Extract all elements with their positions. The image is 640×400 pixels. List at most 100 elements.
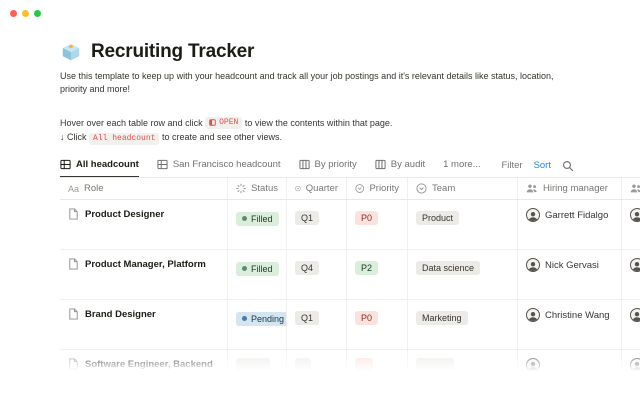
cell-team[interactable]: Marketing	[408, 300, 518, 349]
cell-team[interactable]: Product	[408, 200, 518, 249]
page-instructions: Hover over each table row and click OPEN…	[60, 116, 600, 145]
cell-quarter[interactable]: Q4	[287, 250, 347, 299]
tab-all-headcount[interactable]: All headcount	[60, 154, 139, 177]
column-header-priority[interactable]: Priority	[347, 178, 408, 199]
team-pill	[416, 358, 454, 372]
cell-extra-person[interactable]	[622, 200, 640, 249]
cell-priority[interactable]: P2	[347, 250, 408, 299]
select-property-icon	[416, 183, 427, 194]
open-page-icon	[209, 119, 216, 126]
row-title[interactable]: Brand Designer	[85, 308, 156, 320]
window-controls	[10, 10, 41, 17]
cell-hiring-manager[interactable]: Christine Wang	[518, 300, 622, 349]
page-icon	[69, 308, 78, 320]
team-pill: Data science	[416, 261, 481, 275]
cell-quarter[interactable]: Q1	[287, 300, 347, 349]
status-property-icon	[236, 183, 246, 194]
column-header-extra-person[interactable]	[622, 178, 640, 199]
table-row: Product Manager, Platform Filled Q4 P2 D…	[60, 250, 640, 300]
filter-button[interactable]: Filter	[501, 160, 523, 171]
avatar	[630, 358, 640, 372]
cell-extra-person[interactable]	[622, 350, 640, 399]
column-header-hiring-manager[interactable]: Hiring manager	[518, 178, 622, 199]
status-dot-icon	[242, 266, 247, 271]
row-title[interactable]: Software Engineer, Backend	[85, 358, 213, 370]
avatar	[630, 208, 640, 222]
person-property-icon	[526, 184, 537, 193]
sort-button[interactable]: Sort	[533, 160, 551, 171]
open-badge: OPEN	[205, 116, 243, 129]
select-property-icon	[295, 185, 301, 192]
minimize-window-button[interactable]	[22, 10, 29, 17]
zoom-window-button[interactable]	[34, 10, 41, 17]
page-icon	[69, 358, 78, 370]
status-pill: Pending	[236, 311, 286, 326]
quarter-pill: Q4	[295, 261, 320, 275]
cell-hiring-manager[interactable]: Garrett Fidalgo	[518, 200, 622, 249]
table-view-icon	[60, 159, 71, 170]
cell-hiring-manager[interactable]	[518, 350, 622, 399]
avatar	[630, 308, 640, 322]
person-property-icon	[630, 184, 640, 193]
quarter-pill	[295, 358, 311, 372]
instruction-line-2: ↓ Click All headcount to create and see …	[60, 132, 283, 145]
avatar	[526, 358, 540, 372]
cell-status[interactable]: Filled	[228, 200, 287, 249]
status-dot-icon	[242, 216, 247, 221]
table-row: Product Designer Filled Q1 P0 Product Ga…	[60, 200, 640, 250]
team-pill: Marketing	[416, 311, 468, 325]
column-header-team[interactable]: Team	[408, 178, 518, 199]
team-pill: Product	[416, 211, 460, 225]
cell-hiring-manager[interactable]: Nick Gervasi	[518, 250, 622, 299]
table-row: Software Engineer, Backend	[60, 350, 640, 400]
cell-extra-person[interactable]	[622, 300, 640, 349]
status-pill: Filled	[236, 211, 279, 226]
page-icon	[69, 258, 78, 270]
avatar	[526, 208, 540, 222]
tab-by-priority[interactable]: By priority	[298, 154, 357, 177]
instruction-line-1: Hover over each table row and click OPEN…	[60, 116, 393, 129]
text-property-icon: Aa	[68, 183, 80, 194]
row-title[interactable]: Product Designer	[85, 208, 165, 220]
cell-priority[interactable]	[347, 350, 408, 399]
headcount-table: Aa Role Status Quarter Priority Team	[60, 178, 640, 400]
cell-team[interactable]	[408, 350, 518, 399]
cell-status[interactable]: Filled	[228, 250, 287, 299]
cell-quarter[interactable]	[287, 350, 347, 399]
table-header-row: Aa Role Status Quarter Priority Team	[60, 178, 640, 200]
close-window-button[interactable]	[10, 10, 17, 17]
all-headcount-badge: All headcount	[89, 132, 160, 145]
priority-pill	[355, 358, 373, 372]
cell-status[interactable]: Pending	[228, 300, 287, 349]
table-view-icon	[157, 159, 168, 170]
board-view-icon	[298, 159, 310, 170]
column-header-role[interactable]: Aa Role	[60, 178, 228, 199]
avatar	[630, 258, 640, 272]
card-file-box-icon	[62, 43, 80, 61]
priority-pill: P0	[355, 311, 379, 325]
row-title[interactable]: Product Manager, Platform	[85, 258, 206, 270]
column-header-status[interactable]: Status	[228, 178, 287, 199]
priority-pill: P2	[355, 261, 379, 275]
search-icon[interactable]	[562, 160, 574, 172]
cell-status[interactable]	[228, 350, 287, 399]
avatar	[526, 258, 540, 272]
cell-team[interactable]: Data science	[408, 250, 518, 299]
view-tab-bar: All headcount San Francisco headcount By…	[60, 154, 640, 178]
priority-pill: P0	[355, 211, 379, 225]
tab-by-audit[interactable]: By audit	[375, 154, 425, 177]
page-description: Use this template to keep up with your h…	[60, 71, 554, 94]
quarter-pill: Q1	[295, 311, 320, 325]
page-icon	[69, 208, 78, 220]
status-dot-icon	[242, 316, 247, 321]
status-pill: Filled	[236, 261, 279, 276]
cell-priority[interactable]: P0	[347, 300, 408, 349]
page-title: Recruiting Tracker	[91, 41, 255, 62]
tab-san-francisco-headcount[interactable]: San Francisco headcount	[157, 154, 281, 177]
cell-priority[interactable]: P0	[347, 200, 408, 249]
column-header-quarter[interactable]: Quarter	[287, 178, 347, 199]
cell-extra-person[interactable]	[622, 250, 640, 299]
cell-quarter[interactable]: Q1	[287, 200, 347, 249]
tab-more-views[interactable]: 1 more...	[443, 159, 481, 170]
